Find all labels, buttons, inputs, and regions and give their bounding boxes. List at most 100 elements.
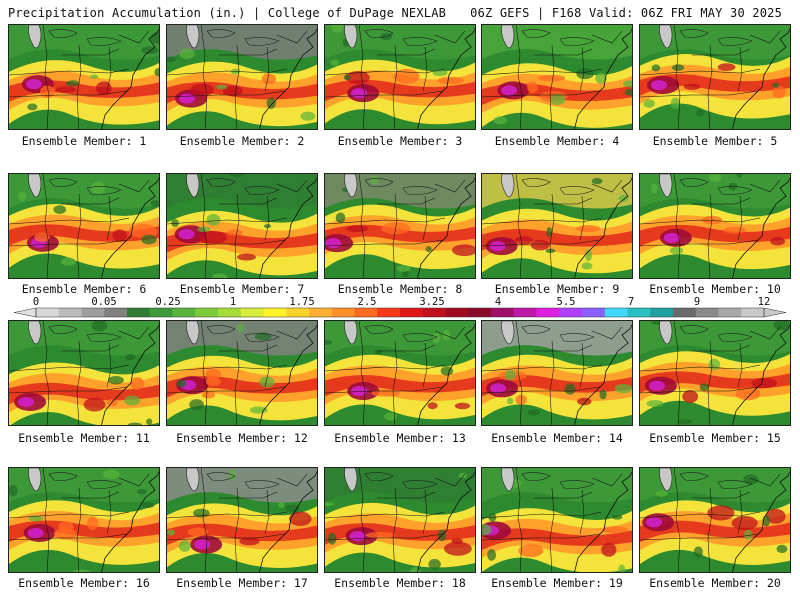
precip-map xyxy=(167,321,317,425)
ensemble-map-panel xyxy=(324,173,476,279)
colorbar-segment xyxy=(422,308,446,317)
colorbar-segment xyxy=(582,308,606,317)
colorbar-segment xyxy=(240,308,264,317)
ensemble-member-caption: Ensemble Member: 1 xyxy=(21,134,147,148)
colorbar-segment xyxy=(400,308,424,317)
ensemble-member-caption: Ensemble Member: 17 xyxy=(176,576,308,590)
ensemble-map-panel xyxy=(8,320,160,426)
ensemble-member-caption: Ensemble Member: 13 xyxy=(334,431,466,445)
ensemble-map-panel xyxy=(481,173,633,279)
colorbar-tick-label: 5.5 xyxy=(556,296,576,308)
colorbar-tick-label: 0.25 xyxy=(155,296,181,308)
ensemble-map-panel xyxy=(481,467,633,573)
colorbar-tick-label: 1.75 xyxy=(289,296,315,308)
ensemble-map-panel xyxy=(481,320,633,426)
ensemble-member-caption: Ensemble Member: 8 xyxy=(337,282,463,296)
precip-map xyxy=(640,468,790,572)
colorbar-segment xyxy=(741,308,765,317)
precip-map xyxy=(167,174,317,278)
ensemble-member-caption: Ensemble Member: 12 xyxy=(176,431,308,445)
colorbar-min-arrow xyxy=(14,307,37,318)
ensemble-member-caption: Ensemble Member: 2 xyxy=(179,134,305,148)
ensemble-map-panel xyxy=(639,173,791,279)
colorbar-tick-label: 12 xyxy=(757,296,771,308)
colorbar-tick-label: 9 xyxy=(693,296,701,308)
ensemble-member-caption: Ensemble Member: 11 xyxy=(18,431,150,445)
ensemble-member-caption: Ensemble Member: 9 xyxy=(494,282,620,296)
ensemble-map-panel xyxy=(8,173,160,279)
colorbar-segment xyxy=(104,308,128,317)
ensemble-map-panel xyxy=(8,467,160,573)
ensemble-member-caption: Ensemble Member: 19 xyxy=(491,576,623,590)
precip-map xyxy=(482,468,632,572)
ensemble-map-panel xyxy=(639,320,791,426)
ensemble-map-panel xyxy=(166,24,318,130)
colorbar-segment xyxy=(286,308,310,317)
colorbar-segment xyxy=(331,308,355,317)
colorbar-segment xyxy=(536,308,560,317)
colorbar-tick-label: 0.05 xyxy=(91,296,117,308)
precip-map xyxy=(482,25,632,129)
ensemble-map-panel xyxy=(639,467,791,573)
precip-map xyxy=(9,468,159,572)
precip-map xyxy=(325,468,475,572)
colorbar-segment xyxy=(559,308,583,317)
colorbar-tick-label: 7 xyxy=(627,296,635,308)
ensemble-map-panel xyxy=(324,24,476,130)
ensemble-map-panel xyxy=(639,24,791,130)
colorbar-tick-label: 1 xyxy=(229,296,237,308)
colorbar-tick-label: 0 xyxy=(32,296,40,308)
colorbar-segment xyxy=(513,308,537,317)
precip-map xyxy=(9,25,159,129)
ensemble-member-caption: Ensemble Member: 18 xyxy=(334,576,466,590)
colorbar-segment xyxy=(149,308,173,317)
precip-map xyxy=(9,174,159,278)
ensemble-map-panel xyxy=(166,467,318,573)
ensemble-map-panel xyxy=(481,24,633,130)
colorbar-segment xyxy=(377,308,401,317)
colorbar-segment xyxy=(650,308,674,317)
ensemble-member-caption: Ensemble Member: 4 xyxy=(494,134,620,148)
colorbar-segment xyxy=(695,308,719,317)
ensemble-member-caption: Ensemble Member: 20 xyxy=(649,576,781,590)
precip-map xyxy=(325,321,475,425)
precip-map xyxy=(167,25,317,129)
ensemble-member-caption: Ensemble Member: 5 xyxy=(652,134,778,148)
colorbar-tick-label: 3.25 xyxy=(419,296,445,308)
ensemble-member-caption: Ensemble Member: 16 xyxy=(18,576,150,590)
ensemble-member-caption: Ensemble Member: 7 xyxy=(179,282,305,296)
precip-map xyxy=(325,174,475,278)
precip-map xyxy=(167,468,317,572)
ensemble-map-panel xyxy=(166,320,318,426)
map-title: Precipitation Accumulation (in.) | Colle… xyxy=(8,6,447,20)
ensemble-map-panel xyxy=(324,467,476,573)
colorbar-segment xyxy=(673,308,697,317)
precip-map xyxy=(482,174,632,278)
colorbar-labels: 0 0.05 0.25 1 1.75 2.5 3.25 4 5.5 7 9 12 xyxy=(0,296,800,308)
colorbar-segment xyxy=(445,308,469,317)
ensemble-member-caption: Ensemble Member: 15 xyxy=(649,431,781,445)
colorbar-segment xyxy=(468,308,492,317)
colorbar-segment xyxy=(127,308,151,317)
ensemble-map-panel xyxy=(166,173,318,279)
precip-map xyxy=(9,321,159,425)
colorbar-max-arrow xyxy=(763,307,786,318)
ensemble-map-panel xyxy=(8,24,160,130)
colorbar-tick-label: 2.5 xyxy=(357,296,377,308)
precip-map xyxy=(640,25,790,129)
colorbar-segment xyxy=(491,308,515,317)
colorbar-segment xyxy=(627,308,651,317)
precip-map xyxy=(640,174,790,278)
precipitation-colorbar xyxy=(14,307,786,318)
precip-map xyxy=(640,321,790,425)
ensemble-member-caption: Ensemble Member: 6 xyxy=(21,282,147,296)
colorbar-segment xyxy=(604,308,628,317)
colorbar-segment xyxy=(718,308,742,317)
colorbar-tick-label: 4 xyxy=(494,296,502,308)
ensemble-map-panel xyxy=(324,320,476,426)
precip-map xyxy=(482,321,632,425)
colorbar-segment xyxy=(263,308,287,317)
colorbar-segment xyxy=(309,308,333,317)
colorbar-segment xyxy=(195,308,219,317)
colorbar-segment xyxy=(81,308,105,317)
